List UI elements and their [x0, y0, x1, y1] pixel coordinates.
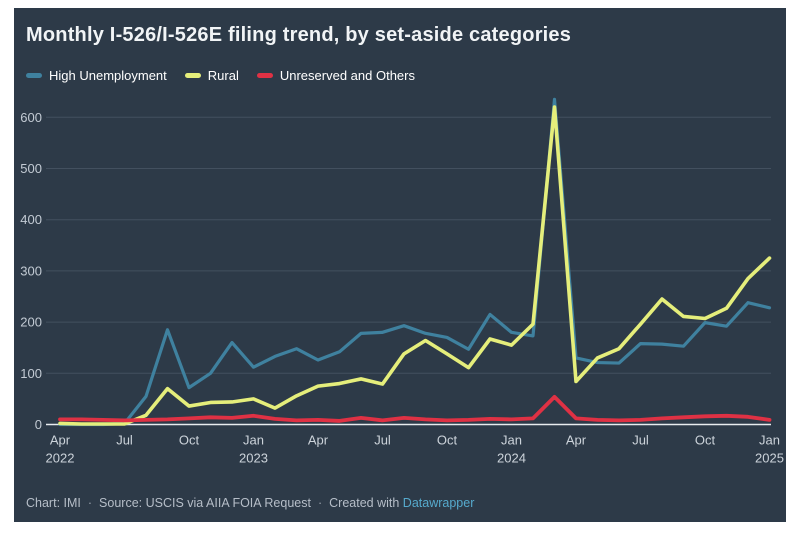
x-axis-tick-label: Apr — [308, 433, 329, 448]
x-axis-tick-label: Oct — [695, 433, 716, 448]
x-axis-tick-label: Oct — [437, 433, 458, 448]
y-axis-tick-label: 600 — [20, 110, 42, 125]
x-axis-tick-label: Apr — [50, 433, 71, 448]
y-axis-tick-label: 300 — [20, 263, 42, 278]
legend-item-rural[interactable]: Rural — [184, 67, 239, 83]
legend-swatch-icon — [26, 72, 42, 78]
legend: High Unemployment Rural Unreserved and Oth… — [26, 66, 415, 84]
legend-label: High Unemployment — [49, 67, 167, 83]
y-axis-tick-label: 100 — [20, 366, 42, 381]
footer-chart-credit: Chart: IMI — [26, 496, 81, 510]
x-axis-tick-label: Jul — [632, 433, 649, 448]
x-axis-tick-label: Jul — [116, 433, 133, 448]
line-chart: 0 100 200 300 400 500 600 Apr 2022 Jul Oct Jan 2023 A… — [20, 97, 784, 466]
x-axis-year-label: 2023 — [239, 451, 268, 466]
x-axis-year-label: 2024 — [497, 451, 526, 466]
x-axis-year-label: 2025 — [755, 451, 784, 466]
x-axis-tick-label: Apr — [566, 433, 587, 448]
legend-label: Rural — [207, 67, 239, 83]
footer-byline: Chart: IMI · Source: USCIS via AIIA FOIA R… — [26, 496, 474, 510]
y-axis-tick-label: 400 — [20, 212, 42, 227]
x-axis-tick-label: Oct — [179, 433, 200, 448]
footer-separator: · — [87, 496, 93, 510]
legend-label: Unreserved and Others — [279, 67, 415, 83]
footer-separator: · — [317, 496, 323, 510]
legend-swatch-icon — [184, 72, 201, 78]
y-axis-tick-label: 0 — [35, 417, 42, 432]
x-axis-tick-label: Jan — [501, 433, 522, 448]
x-axis-tick-label: Jul — [374, 433, 391, 448]
series-line-unreserved-and-others — [58, 394, 772, 423]
datawrapper-link[interactable]: Datawrapper — [402, 496, 475, 510]
legend-item-unreserved-and-others[interactable]: Unreserved and Others — [256, 67, 415, 83]
chart-card: Monthly I-526/I-526E filing trend, by se… — [14, 8, 786, 522]
legend-swatch-icon — [256, 72, 273, 78]
footer-source: Source: USCIS via AIIA FOIA Request — [99, 496, 311, 510]
legend-item-high-unemployment[interactable]: High Unemployment — [26, 68, 167, 83]
series-line-rural — [58, 105, 772, 426]
x-axis-year-label: 2022 — [46, 451, 75, 466]
y-axis-tick-label: 500 — [20, 161, 42, 176]
series-line-high-unemployment — [58, 97, 772, 427]
chart-title: Monthly I-526/I-526E filing trend, by se… — [26, 24, 572, 46]
footer-created-with: Created with — [329, 496, 400, 510]
y-axis-tick-label: 200 — [20, 315, 42, 330]
x-axis-tick-label: Jan — [759, 433, 780, 448]
x-axis-tick-label: Jan — [243, 433, 264, 448]
